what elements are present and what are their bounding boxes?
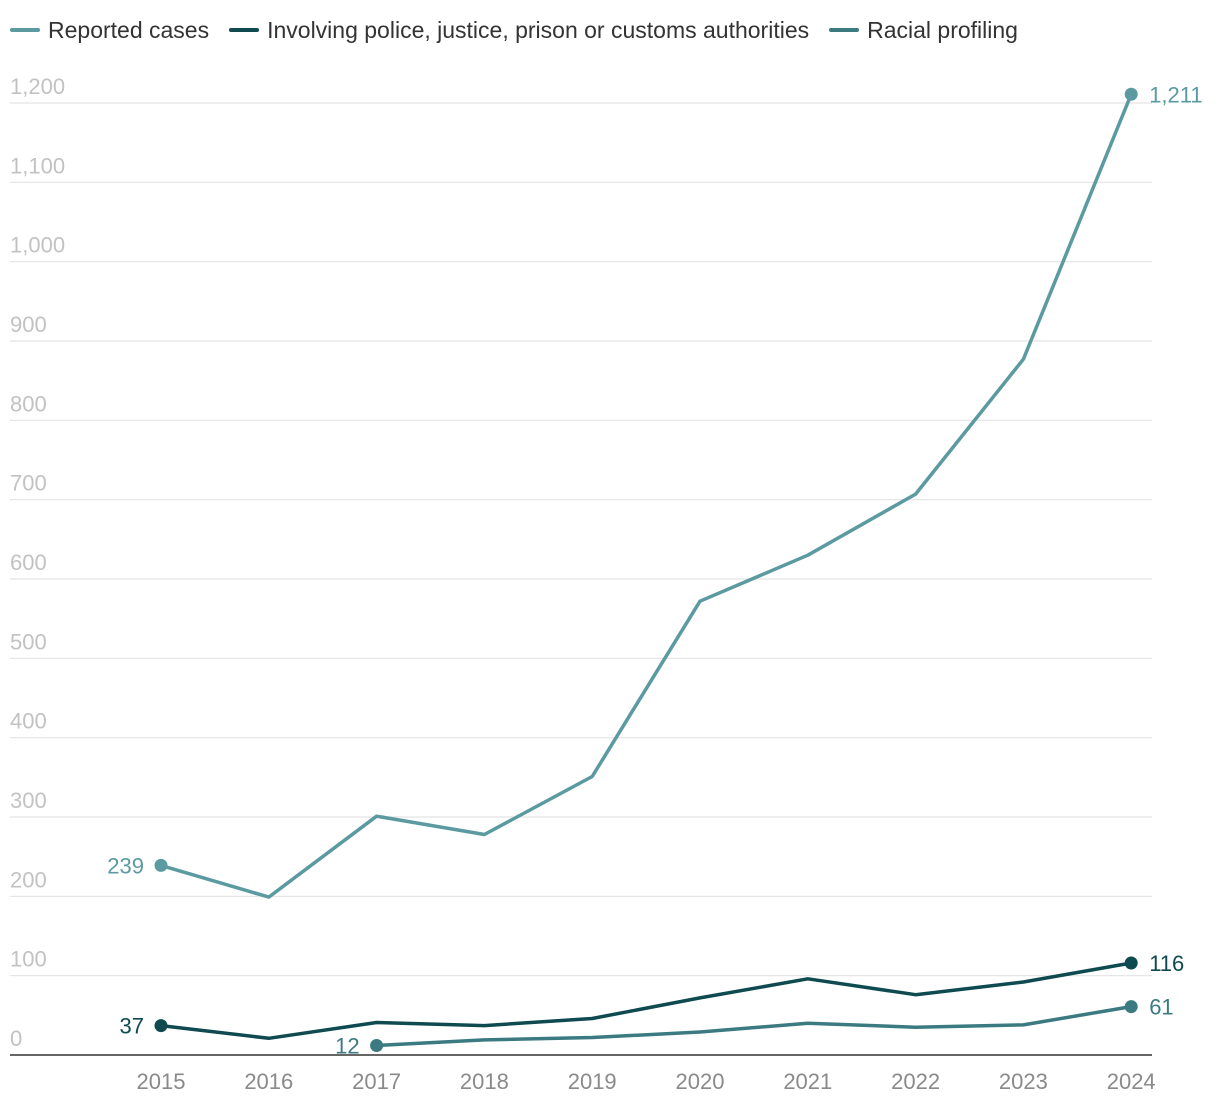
x-tick-label: 2018	[460, 1069, 509, 1094]
y-tick-label: 300	[10, 788, 47, 813]
y-tick-label: 900	[10, 312, 47, 337]
legend-swatch-police-justice	[229, 28, 260, 32]
data-label: 1,211	[1149, 82, 1202, 107]
data-point-marker[interactable]	[154, 1019, 168, 1033]
series-police-justice: 37 116	[120, 951, 1184, 1041]
y-tick-label: 100	[10, 947, 47, 972]
x-tick-label: 2023	[999, 1069, 1048, 1094]
series-line-reported-cases[interactable]	[159, 92, 1133, 899]
series-line-police-justice[interactable]	[159, 961, 1133, 1041]
legend-item-racial-profiling[interactable]: Racial profiling	[829, 17, 1018, 44]
x-tick-label: 2019	[568, 1069, 617, 1094]
legend-item-police-justice[interactable]: Involving police, justice, prison or cus…	[229, 17, 809, 44]
legend: Reported cases Involving police, justice…	[10, 14, 1018, 46]
legend-swatch-reported-cases	[10, 28, 40, 32]
y-tick-label: 800	[10, 391, 47, 416]
data-label: 37	[120, 1014, 144, 1039]
y-tick-label: 600	[10, 550, 47, 575]
series-reported-cases: 239 1,211	[107, 82, 1203, 899]
x-tick-label: 2020	[676, 1069, 725, 1094]
x-tick-label: 2021	[783, 1069, 832, 1094]
y-tick-label: 1,200	[10, 74, 65, 99]
series-racial-profiling: 12 61	[335, 995, 1174, 1059]
x-tick-label: 2024	[1107, 1069, 1156, 1094]
gridlines	[10, 102, 1152, 1056]
data-label: 61	[1149, 995, 1173, 1020]
data-point-marker[interactable]	[1124, 87, 1138, 101]
y-tick-label: 500	[10, 629, 47, 654]
legend-label-police-justice: Involving police, justice, prison or cus…	[267, 16, 810, 43]
legend-label-racial-profiling: Racial profiling	[867, 16, 1018, 43]
data-point-marker[interactable]	[154, 858, 168, 872]
y-tick-label: 1,100	[10, 153, 65, 178]
data-label: 116	[1149, 951, 1184, 976]
x-tick-label: 2015	[137, 1069, 186, 1094]
x-tick-label: 2022	[891, 1069, 940, 1094]
x-axis-ticks: 2015 2016 2017 2018 2019 2020 2021 2022 2023 2024	[137, 1069, 1156, 1094]
y-tick-label: 700	[10, 471, 47, 496]
legend-swatch-racial-profiling	[829, 28, 860, 32]
data-label: 12	[335, 1033, 359, 1058]
legend-label-reported-cases: Reported cases	[48, 16, 210, 43]
series-line-racial-profiling[interactable]	[374, 1004, 1133, 1048]
data-point-marker[interactable]	[370, 1038, 384, 1052]
y-tick-label: 400	[10, 709, 47, 734]
y-axis-ticks: 0 100 200 300 400 500 600 700 800 900 1,000 1,100 1,…	[10, 74, 65, 1051]
y-tick-label: 200	[10, 867, 47, 892]
y-tick-label: 1,000	[10, 233, 65, 258]
data-label: 239	[107, 853, 144, 878]
y-tick-label: 0	[10, 1026, 22, 1051]
x-tick-label: 2017	[352, 1069, 401, 1094]
data-point-marker[interactable]	[1124, 956, 1138, 970]
x-tick-label: 2016	[244, 1069, 293, 1094]
series-group: 239 1,211 37 116 12 61	[107, 82, 1202, 1058]
data-point-marker[interactable]	[1124, 1000, 1138, 1014]
legend-item-reported-cases[interactable]: Reported cases	[10, 17, 209, 44]
